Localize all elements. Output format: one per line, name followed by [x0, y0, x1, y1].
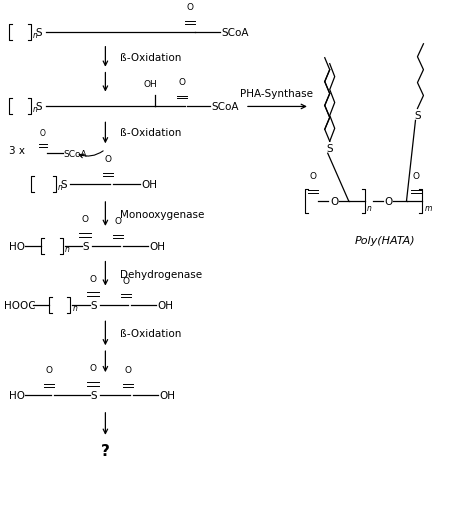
Text: SCoA: SCoA: [211, 103, 238, 112]
Text: O: O: [187, 3, 194, 12]
Text: OH: OH: [143, 80, 157, 89]
Text: O: O: [45, 366, 52, 375]
Text: SCoA: SCoA: [221, 28, 248, 38]
Text: S: S: [61, 180, 67, 190]
Text: O: O: [115, 217, 122, 226]
Text: OH: OH: [157, 301, 173, 311]
Text: HO: HO: [9, 242, 25, 252]
Text: PHA-Synthase: PHA-Synthase: [240, 90, 313, 99]
Text: O: O: [309, 172, 316, 181]
Text: S: S: [36, 28, 42, 38]
Text: ß-Oxidation: ß-Oxidation: [120, 329, 182, 339]
Text: n: n: [366, 204, 372, 213]
Text: S: S: [90, 301, 97, 311]
Text: OH: OH: [141, 180, 157, 190]
Text: 3 x: 3 x: [9, 146, 25, 156]
Text: n: n: [33, 31, 37, 40]
Text: Dehydrogenase: Dehydrogenase: [120, 269, 202, 280]
Text: S: S: [90, 391, 97, 401]
Text: n: n: [57, 183, 63, 192]
Text: O: O: [413, 172, 420, 181]
Text: n: n: [33, 105, 37, 114]
Text: O: O: [123, 277, 130, 285]
Text: ?: ?: [101, 444, 110, 459]
Text: O: O: [82, 215, 89, 224]
Text: Monooxygenase: Monooxygenase: [120, 210, 205, 220]
Text: OH: OH: [149, 242, 165, 252]
Text: OH: OH: [159, 391, 175, 401]
Text: n: n: [64, 244, 69, 254]
Text: Poly(HATA): Poly(HATA): [354, 236, 415, 246]
Text: O: O: [179, 78, 186, 87]
Text: SCoA: SCoA: [64, 150, 87, 159]
Text: O: O: [90, 275, 97, 283]
Text: O: O: [90, 364, 97, 373]
Text: ß-Oxidation: ß-Oxidation: [120, 53, 182, 63]
Text: S: S: [327, 144, 333, 154]
Text: O: O: [125, 366, 132, 375]
Text: O: O: [331, 197, 339, 207]
Text: O: O: [384, 197, 393, 207]
Text: ß-Oxidation: ß-Oxidation: [120, 128, 182, 138]
Text: S: S: [36, 103, 42, 112]
Text: S: S: [82, 242, 89, 252]
Text: O: O: [40, 130, 46, 138]
Text: O: O: [105, 155, 112, 164]
Text: n: n: [73, 305, 77, 313]
Text: m: m: [424, 204, 432, 213]
Text: HOOC: HOOC: [4, 301, 35, 311]
Text: HO: HO: [9, 391, 25, 401]
Text: S: S: [414, 111, 421, 121]
